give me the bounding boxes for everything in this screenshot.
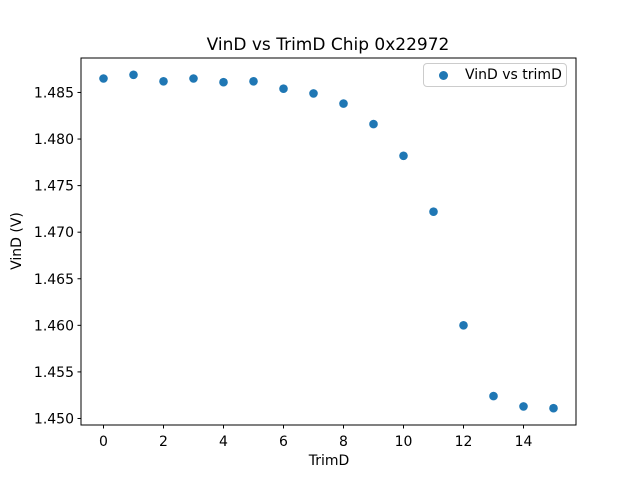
- data-point: [99, 74, 108, 83]
- data-point: [519, 402, 528, 411]
- x-tick-label: 0: [99, 434, 108, 450]
- y-tick-label: 1.460: [34, 318, 74, 334]
- x-tick-label: 10: [395, 434, 413, 450]
- data-point: [489, 391, 498, 401]
- data-point: [129, 70, 138, 80]
- data-point: [159, 77, 168, 86]
- data-point: [279, 84, 288, 93]
- x-tick-label: 8: [339, 434, 348, 450]
- data-point: [219, 77, 228, 87]
- y-axis-label: VinD (V): [9, 212, 25, 270]
- x-tick-label: 4: [219, 434, 228, 450]
- x-tick-label: 14: [515, 434, 533, 450]
- data-point: [339, 99, 348, 108]
- y-tick-label: 1.475: [34, 179, 74, 195]
- y-tick-label: 1.450: [34, 411, 74, 427]
- x-tick-label: 12: [455, 434, 473, 450]
- data-point: [309, 89, 318, 98]
- y-tick-label: 1.485: [34, 85, 74, 101]
- x-tick-label: 6: [279, 434, 288, 450]
- legend: VinD vs trimD: [423, 63, 567, 87]
- data-point: [189, 74, 198, 83]
- scatter-marker-icon: [439, 70, 448, 80]
- x-axis-label: TrimD: [308, 453, 350, 469]
- legend-label: VinD vs trimD: [465, 67, 562, 83]
- chart-title: VinD vs TrimD Chip 0x22972: [206, 35, 450, 55]
- y-tick-label: 1.480: [34, 132, 74, 148]
- data-point: [399, 151, 408, 161]
- data-point: [549, 403, 558, 413]
- y-tick-label: 1.465: [34, 272, 74, 288]
- x-tick-label: 2: [159, 434, 168, 450]
- data-point: [369, 119, 378, 129]
- y-tick-label: 1.470: [34, 225, 74, 241]
- axes-spines: [80, 57, 577, 426]
- data-point: [249, 77, 258, 86]
- data-point: [459, 321, 468, 330]
- data-point: [429, 207, 438, 216]
- y-tick-label: 1.455: [34, 365, 74, 381]
